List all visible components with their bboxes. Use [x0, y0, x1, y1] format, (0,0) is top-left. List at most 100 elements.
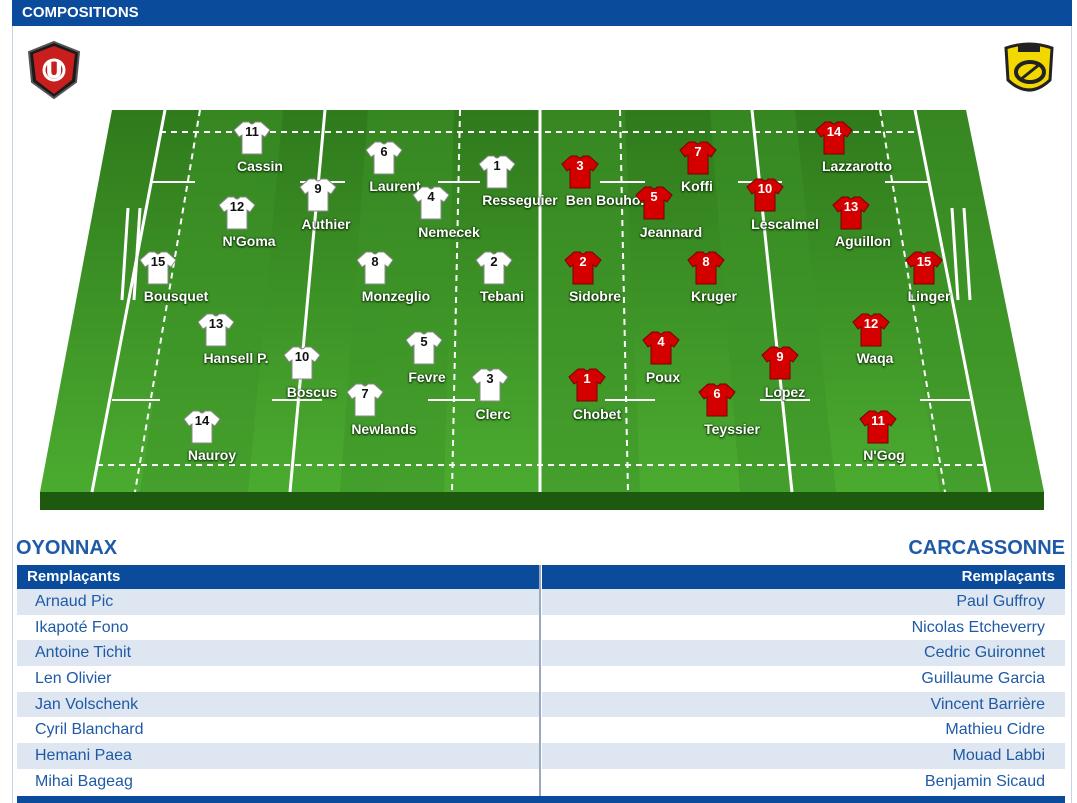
- player-name: Newlands: [351, 421, 417, 437]
- player-name: Waqa: [856, 350, 894, 366]
- home-jersey[interactable]: 8: [356, 250, 394, 290]
- away-jersey[interactable]: 3: [561, 154, 599, 194]
- home-jersey[interactable]: 14: [183, 409, 221, 449]
- sub-player-row[interactable]: Vincent Barrière: [542, 691, 1065, 718]
- jersey-number: 3: [486, 371, 494, 386]
- sub-player-row[interactable]: Mouad Labbi: [542, 743, 1065, 769]
- compositions-header: COMPOSITIONS: [12, 0, 1072, 26]
- player-name: Bousquet: [143, 288, 209, 304]
- player-name: Lazzarotto: [822, 158, 892, 174]
- rugby-field: [40, 109, 1044, 510]
- subs-divider: [539, 565, 541, 803]
- home-jersey[interactable]: 10: [283, 345, 321, 385]
- away-jersey[interactable]: 10: [746, 177, 784, 217]
- sub-player-row[interactable]: Jan Volschenk: [17, 691, 540, 718]
- jersey-number: 13: [208, 316, 224, 331]
- jersey-number: 6: [380, 144, 388, 159]
- home-jersey[interactable]: 15: [139, 250, 177, 290]
- oyonnax-logo: U: [24, 40, 84, 100]
- away-jersey[interactable]: 15: [905, 250, 943, 290]
- player-name: Resseguier: [482, 192, 558, 208]
- player-name: Authier: [301, 216, 351, 232]
- player-name: Hansell P.: [203, 350, 269, 366]
- home-jersey[interactable]: 4: [412, 185, 450, 225]
- jersey-number: 8: [371, 254, 379, 269]
- home-jersey[interactable]: 13: [197, 312, 235, 352]
- home-jersey[interactable]: 1: [478, 154, 516, 194]
- away-jersey[interactable]: 11: [859, 409, 897, 449]
- player-name: Monzeglio: [361, 288, 431, 304]
- home-jersey[interactable]: 3: [471, 367, 509, 407]
- player-name: Nauroy: [187, 447, 237, 463]
- jersey-number: 4: [427, 189, 435, 204]
- sub-player-row[interactable]: Mihai Bageag: [17, 768, 540, 795]
- away-jersey[interactable]: 12: [852, 312, 890, 352]
- header-title: COMPOSITIONS: [22, 4, 139, 21]
- player-name: Teyssier: [704, 421, 760, 437]
- home-jersey[interactable]: 6: [365, 140, 403, 180]
- jersey-number: 8: [702, 254, 710, 269]
- sub-player-row[interactable]: Antoine Tichit: [17, 640, 540, 667]
- jersey-number: 2: [579, 254, 587, 269]
- sub-player-row[interactable]: Nicolas Etcheverry: [542, 614, 1065, 641]
- player-name: Linger: [907, 288, 951, 304]
- home-jersey[interactable]: 9: [299, 177, 337, 217]
- carcassonne-logo: [1000, 40, 1058, 100]
- jersey-number: 9: [776, 349, 784, 364]
- jersey-number: 11: [871, 413, 885, 428]
- away-team-name: CARCASSONNE: [908, 537, 1065, 559]
- away-substitutes: Remplaçants Paul Guffroy Nicolas Etcheve…: [542, 565, 1065, 795]
- player-name: Clerc: [475, 406, 511, 422]
- player-name: Fevre: [408, 369, 446, 385]
- away-jersey[interactable]: 4: [642, 330, 680, 370]
- player-name: Lescalmel: [751, 216, 819, 232]
- sub-player-row[interactable]: Benjamin Sicaud: [542, 768, 1065, 795]
- player-name: Cassin: [237, 158, 283, 174]
- away-jersey[interactable]: 14: [815, 120, 853, 160]
- home-team-name: OYONNAX: [16, 537, 118, 559]
- jersey-number: 2: [490, 254, 498, 269]
- away-jersey[interactable]: 6: [698, 382, 736, 422]
- sub-player-row[interactable]: Cedric Guironnet: [542, 640, 1065, 667]
- player-name: N'Gog: [863, 447, 905, 463]
- jersey-number: 15: [150, 254, 166, 269]
- jersey-number: 7: [361, 386, 369, 401]
- home-jersey[interactable]: 2: [475, 250, 513, 290]
- sub-player-row[interactable]: Arnaud Pic: [17, 589, 540, 615]
- away-jersey[interactable]: 7: [679, 140, 717, 180]
- sub-player-row[interactable]: Mathieu Cidre: [542, 717, 1065, 744]
- away-jersey[interactable]: 8: [687, 250, 725, 290]
- home-jersey[interactable]: 12: [218, 195, 256, 235]
- jersey-number: 1: [493, 158, 501, 173]
- away-jersey[interactable]: 13: [832, 195, 870, 235]
- jersey-number: 1: [583, 371, 591, 386]
- away-jersey[interactable]: 9: [761, 345, 799, 385]
- jersey-number: 15: [916, 254, 932, 269]
- home-subs-header: Remplaçants: [17, 565, 540, 589]
- sub-player-row[interactable]: Guillaume Garcia: [542, 666, 1065, 692]
- away-subs-header: Remplaçants: [542, 565, 1065, 589]
- next-section-header: [17, 796, 1065, 803]
- home-jersey[interactable]: 11: [233, 120, 271, 160]
- player-name: Tebani: [479, 288, 525, 304]
- sub-player-row[interactable]: Len Olivier: [17, 666, 540, 692]
- jersey-number: 12: [863, 316, 879, 331]
- away-jersey[interactable]: 5: [635, 185, 673, 225]
- player-name: Kruger: [691, 288, 737, 304]
- jersey-number: 10: [757, 181, 773, 196]
- sub-player-row[interactable]: Ikapoté Fono: [17, 614, 540, 641]
- sub-player-row[interactable]: Paul Guffroy: [542, 589, 1065, 615]
- player-name: Ben Bouho.: [565, 192, 645, 208]
- jersey-number: 14: [826, 124, 842, 139]
- jersey-number: 5: [420, 334, 428, 349]
- away-jersey[interactable]: 2: [564, 250, 602, 290]
- sub-player-row[interactable]: Hemani Paea: [17, 743, 540, 769]
- jersey-number: 9: [314, 181, 322, 196]
- home-jersey[interactable]: 7: [346, 382, 384, 422]
- player-name: Koffi: [681, 178, 713, 194]
- sub-player-row[interactable]: Cyril Blanchard: [17, 717, 540, 744]
- home-jersey[interactable]: 5: [405, 330, 443, 370]
- jersey-number: 12: [229, 199, 245, 214]
- away-jersey[interactable]: 1: [568, 367, 606, 407]
- jersey-number: 10: [294, 349, 310, 364]
